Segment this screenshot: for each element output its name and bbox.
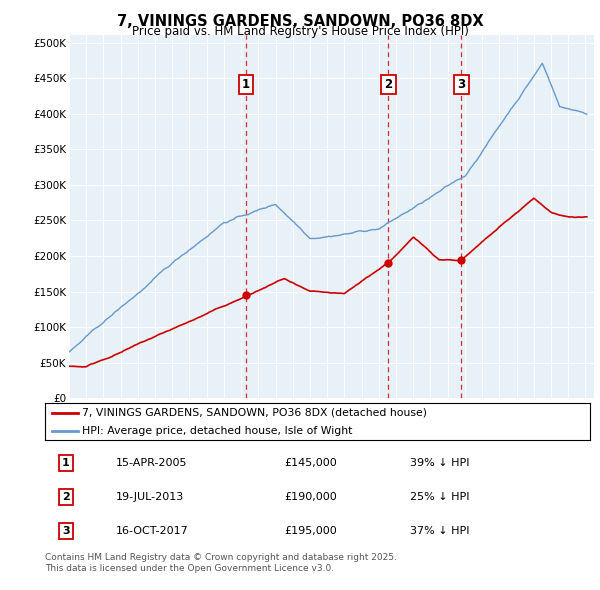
Text: £190,000: £190,000 xyxy=(285,492,337,502)
Text: 25% ↓ HPI: 25% ↓ HPI xyxy=(410,492,470,502)
Text: 1: 1 xyxy=(242,78,250,91)
Text: 16-OCT-2017: 16-OCT-2017 xyxy=(116,526,188,536)
Text: Price paid vs. HM Land Registry's House Price Index (HPI): Price paid vs. HM Land Registry's House … xyxy=(131,25,469,38)
Text: 3: 3 xyxy=(62,526,70,536)
Text: 2: 2 xyxy=(384,78,392,91)
Text: 3: 3 xyxy=(457,78,466,91)
Text: 2: 2 xyxy=(62,492,70,502)
Text: HPI: Average price, detached house, Isle of Wight: HPI: Average price, detached house, Isle… xyxy=(82,426,352,436)
Text: 7, VININGS GARDENS, SANDOWN, PO36 8DX: 7, VININGS GARDENS, SANDOWN, PO36 8DX xyxy=(116,14,484,28)
Text: 37% ↓ HPI: 37% ↓ HPI xyxy=(410,526,470,536)
Text: 1: 1 xyxy=(62,458,70,468)
Text: Contains HM Land Registry data © Crown copyright and database right 2025.
This d: Contains HM Land Registry data © Crown c… xyxy=(45,553,397,573)
Text: 15-APR-2005: 15-APR-2005 xyxy=(116,458,187,468)
Text: 19-JUL-2013: 19-JUL-2013 xyxy=(116,492,184,502)
Text: £195,000: £195,000 xyxy=(285,526,337,536)
Text: 39% ↓ HPI: 39% ↓ HPI xyxy=(410,458,470,468)
Text: 7, VININGS GARDENS, SANDOWN, PO36 8DX (detached house): 7, VININGS GARDENS, SANDOWN, PO36 8DX (d… xyxy=(82,408,427,418)
Text: £145,000: £145,000 xyxy=(285,458,337,468)
